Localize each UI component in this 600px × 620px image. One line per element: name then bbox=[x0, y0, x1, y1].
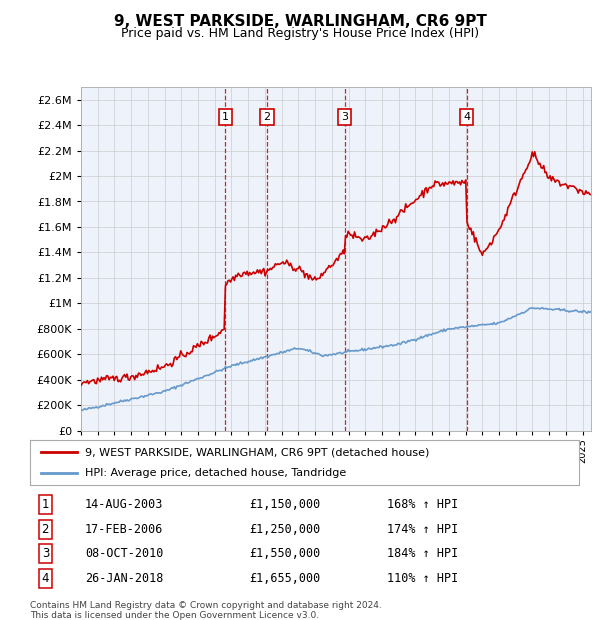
Text: 2: 2 bbox=[263, 112, 271, 122]
Text: 4: 4 bbox=[463, 112, 470, 122]
Text: Contains HM Land Registry data © Crown copyright and database right 2024.: Contains HM Land Registry data © Crown c… bbox=[30, 601, 382, 611]
Text: 1: 1 bbox=[221, 112, 229, 122]
Text: 9, WEST PARKSIDE, WARLINGHAM, CR6 9PT: 9, WEST PARKSIDE, WARLINGHAM, CR6 9PT bbox=[113, 14, 487, 29]
Text: 3: 3 bbox=[341, 112, 348, 122]
Text: 174% ↑ HPI: 174% ↑ HPI bbox=[387, 523, 458, 536]
Text: 3: 3 bbox=[41, 547, 49, 560]
Text: £1,550,000: £1,550,000 bbox=[250, 547, 321, 560]
Text: 4: 4 bbox=[41, 572, 49, 585]
Text: 1: 1 bbox=[41, 498, 49, 511]
Text: £1,655,000: £1,655,000 bbox=[250, 572, 321, 585]
Text: £1,250,000: £1,250,000 bbox=[250, 523, 321, 536]
Text: £1,150,000: £1,150,000 bbox=[250, 498, 321, 511]
Text: 110% ↑ HPI: 110% ↑ HPI bbox=[387, 572, 458, 585]
Text: 17-FEB-2006: 17-FEB-2006 bbox=[85, 523, 163, 536]
Text: 26-JAN-2018: 26-JAN-2018 bbox=[85, 572, 163, 585]
Text: This data is licensed under the Open Government Licence v3.0.: This data is licensed under the Open Gov… bbox=[30, 611, 319, 620]
Text: 2: 2 bbox=[41, 523, 49, 536]
Text: 08-OCT-2010: 08-OCT-2010 bbox=[85, 547, 163, 560]
Text: 14-AUG-2003: 14-AUG-2003 bbox=[85, 498, 163, 511]
Text: 168% ↑ HPI: 168% ↑ HPI bbox=[387, 498, 458, 511]
Text: 9, WEST PARKSIDE, WARLINGHAM, CR6 9PT (detached house): 9, WEST PARKSIDE, WARLINGHAM, CR6 9PT (d… bbox=[85, 447, 429, 458]
Text: Price paid vs. HM Land Registry's House Price Index (HPI): Price paid vs. HM Land Registry's House … bbox=[121, 27, 479, 40]
Text: 184% ↑ HPI: 184% ↑ HPI bbox=[387, 547, 458, 560]
Text: HPI: Average price, detached house, Tandridge: HPI: Average price, detached house, Tand… bbox=[85, 467, 346, 478]
